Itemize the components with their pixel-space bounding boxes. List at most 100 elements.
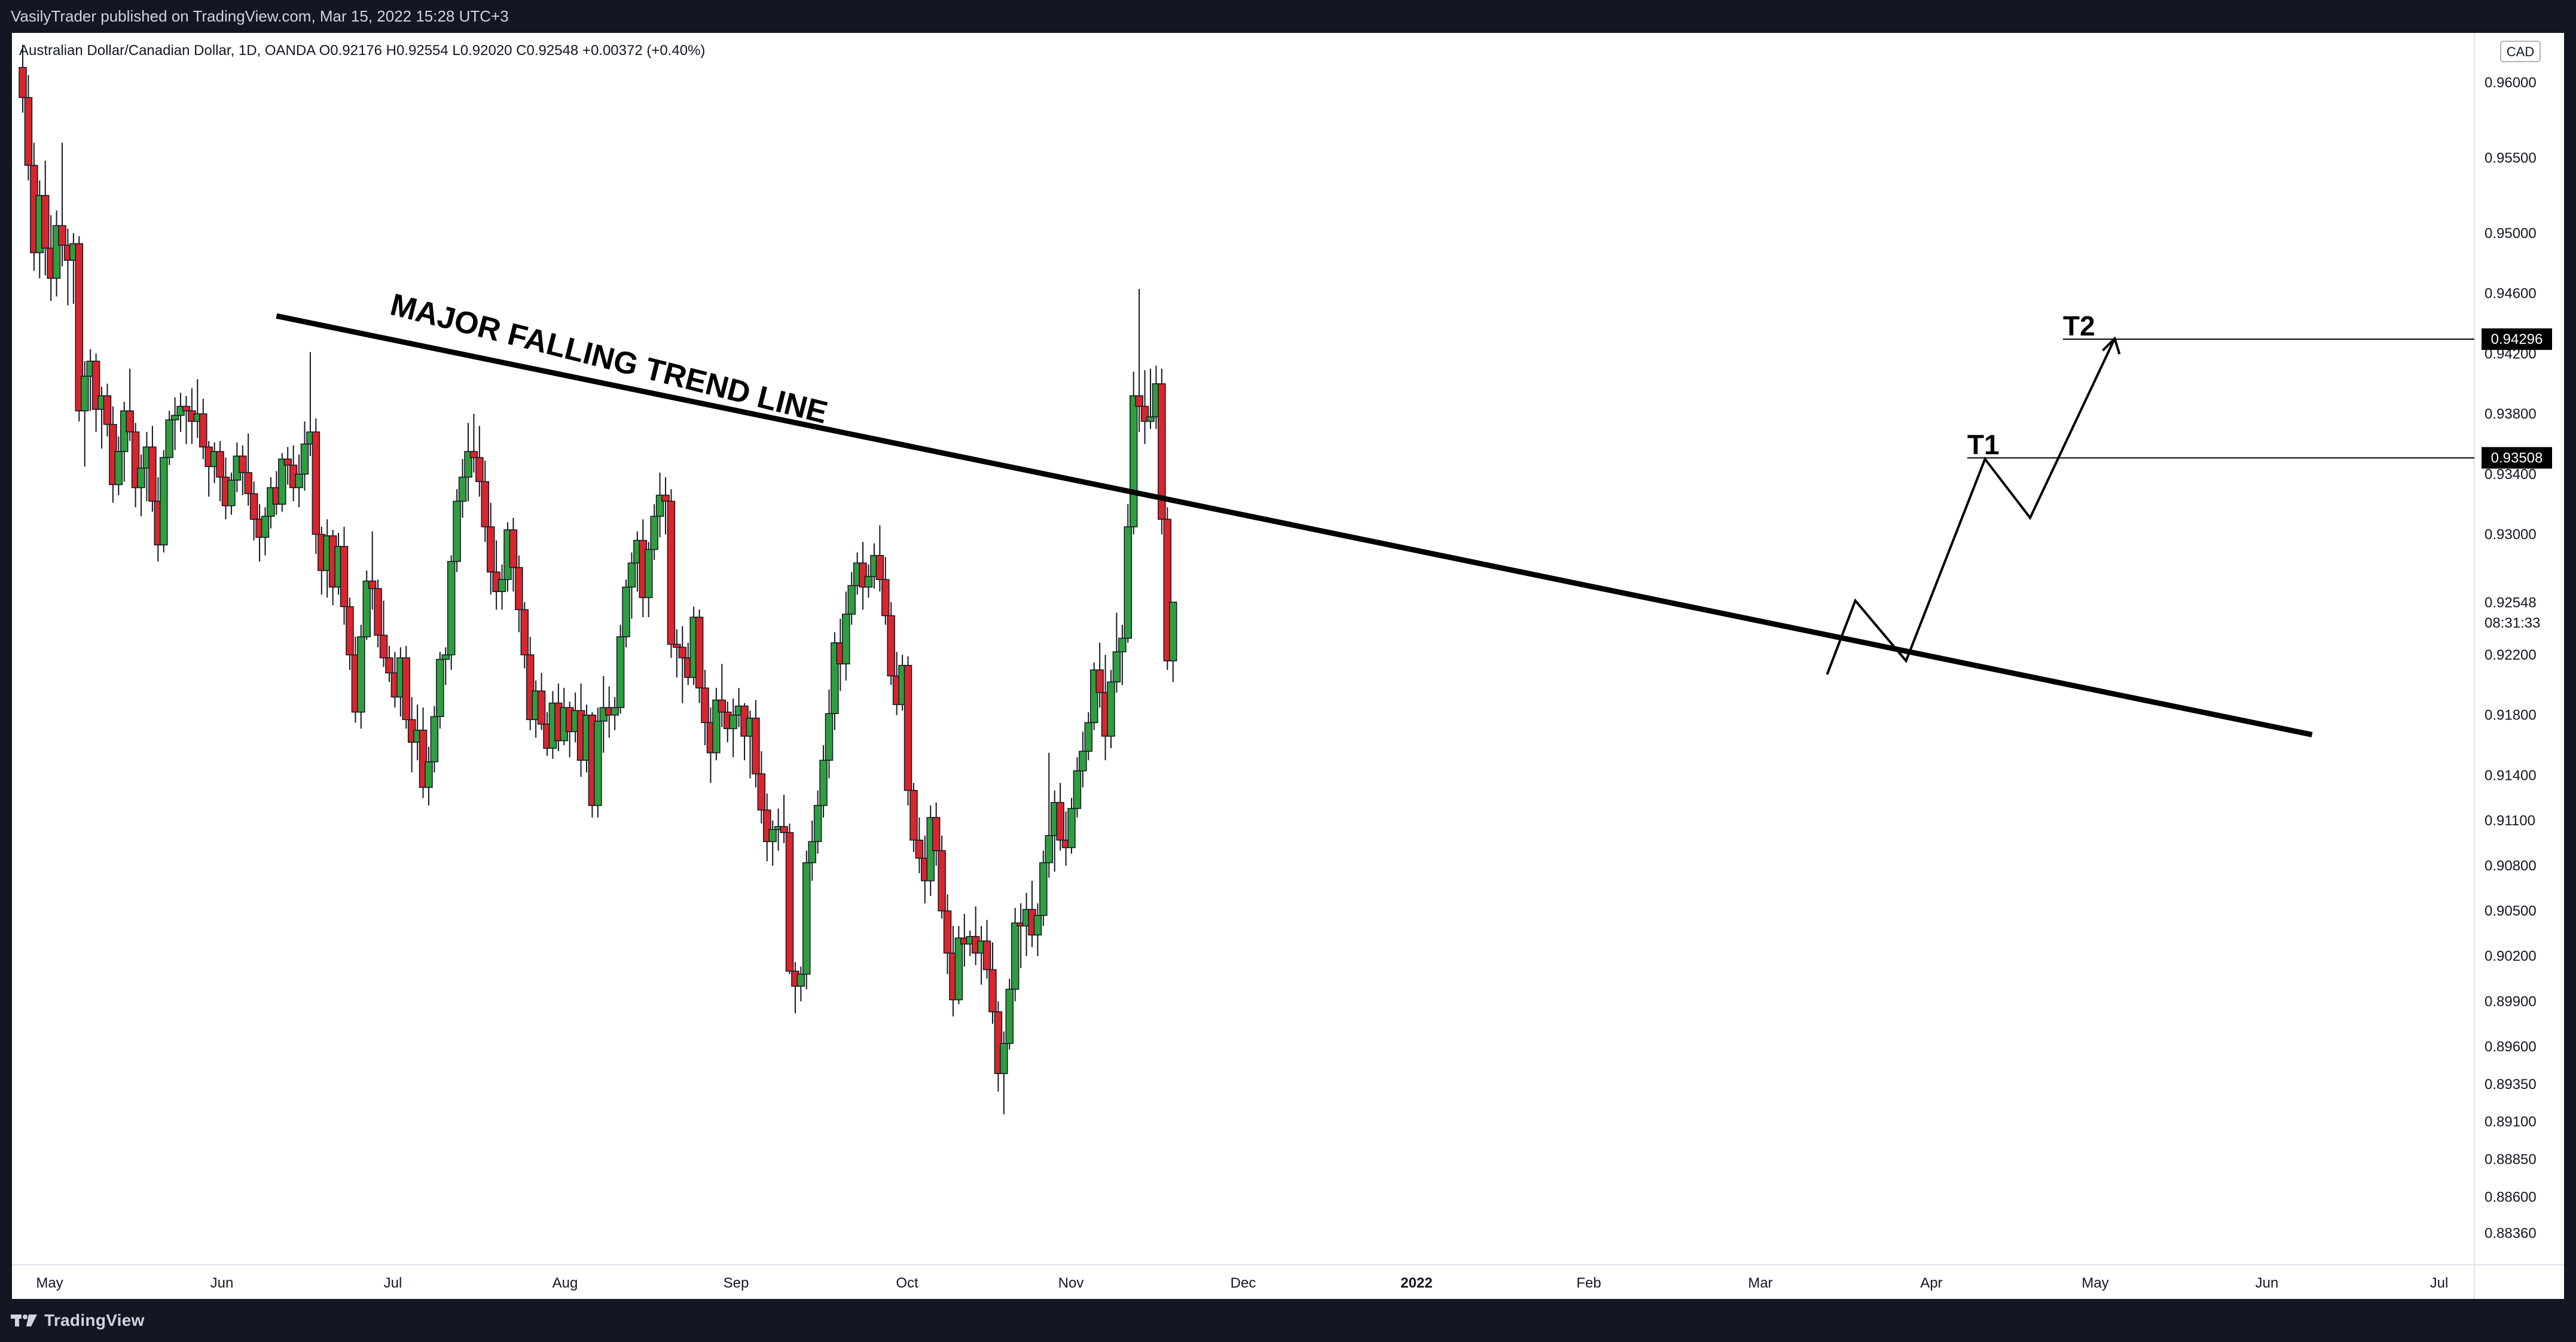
candle-body	[915, 840, 924, 859]
currency-label: CAD	[2507, 44, 2534, 59]
y-tick-label: 0.88600	[2485, 1190, 2537, 1206]
projection-arrowhead	[2102, 336, 2121, 355]
price-badges: 0.94296 0.93508 0.92548 08:31:33	[2478, 328, 2559, 635]
currency-box[interactable]	[2500, 41, 2541, 62]
candle-body	[729, 714, 737, 730]
price-badge-label: 0.94296	[2491, 331, 2543, 347]
candle-body	[1095, 669, 1104, 693]
x-tick-label: Nov	[1058, 1275, 1084, 1291]
candle-body	[346, 606, 354, 655]
y-tick-label: 0.96000	[2485, 75, 2537, 91]
candle-body	[1158, 383, 1166, 520]
candle-body	[594, 721, 602, 806]
chart-area[interactable]: Australian Dollar/Canadian Dollar, 1D, O…	[12, 33, 2564, 1299]
candle-body	[75, 243, 84, 411]
candle-body	[667, 501, 676, 645]
candle-body	[780, 826, 788, 833]
candle-body	[768, 829, 777, 843]
candle-body	[165, 419, 173, 458]
candle-body	[475, 457, 484, 483]
candle-body	[1084, 722, 1093, 752]
y-tick-label: 0.90200	[2485, 948, 2537, 965]
candle-body	[374, 588, 382, 636]
x-tick-label: May	[2081, 1275, 2108, 1291]
candle-body	[1011, 922, 1020, 990]
price-chart[interactable]: Australian Dollar/Canadian Dollar, 1D, O…	[12, 33, 2564, 1299]
candle-body	[425, 761, 433, 788]
x-tick-label: Jun	[210, 1275, 234, 1291]
footer: TradingView	[0, 1299, 2576, 1342]
candle-body	[509, 529, 518, 568]
candle-body	[520, 609, 529, 655]
candle-body	[1067, 808, 1076, 849]
candle-body	[954, 937, 963, 1001]
y-tick-label: 0.89900	[2485, 993, 2537, 1009]
published-header: VasilyTrader published on TradingView.co…	[0, 0, 2576, 33]
y-tick-label: 0.89100	[2485, 1114, 2537, 1130]
price-badge-box	[2482, 447, 2552, 469]
candle-body	[1118, 638, 1127, 652]
trend-line-label: MAJOR FALLING TREND LINE	[387, 287, 831, 431]
candle-body	[486, 526, 495, 573]
candle-body	[701, 687, 709, 724]
candle-body	[825, 713, 834, 761]
last-price-label: 0.92548	[2485, 594, 2537, 611]
candle-body	[160, 457, 168, 545]
candle-body	[300, 443, 309, 475]
candle-body	[808, 841, 816, 864]
candle-body	[627, 562, 636, 588]
candle-body	[283, 458, 292, 466]
candle-body	[458, 477, 467, 502]
y-tick-label: 0.89600	[2485, 1039, 2537, 1055]
y-tick-label: 0.90800	[2485, 858, 2537, 874]
candle-body	[904, 664, 912, 791]
x-tick-label: Sep	[724, 1275, 749, 1291]
candle-body	[1146, 416, 1155, 422]
tradingview-logo-icon	[11, 1313, 37, 1328]
candle-body	[650, 516, 658, 550]
y-tick-label: 0.94600	[2485, 286, 2537, 302]
price-badge-box	[2482, 328, 2552, 350]
candle-body	[80, 376, 89, 411]
candle-body	[616, 636, 625, 708]
candle-body	[802, 862, 811, 975]
y-tick-label: 0.89350	[2485, 1076, 2537, 1093]
y-tick-label: 0.95500	[2485, 150, 2537, 166]
y-tick-label: 0.91100	[2485, 813, 2535, 829]
candle-body	[261, 516, 270, 538]
candle-body	[114, 451, 123, 486]
candle-body	[441, 654, 450, 660]
candle-body	[227, 480, 236, 507]
candle-body	[41, 195, 50, 249]
candle-body	[19, 67, 27, 98]
projection-path	[1826, 338, 2116, 675]
candle-body	[622, 586, 630, 638]
candle-body	[447, 561, 456, 655]
candle-body	[932, 817, 941, 852]
candle-body	[170, 414, 179, 420]
candle-body	[757, 773, 766, 811]
candle-body	[537, 690, 546, 725]
price-badge-label: 0.93508	[2491, 450, 2543, 466]
target-label: T2	[2063, 310, 2095, 341]
candle-body	[1045, 835, 1054, 864]
candle-body	[436, 658, 444, 718]
candle-body	[239, 455, 247, 474]
candle-body	[887, 615, 895, 677]
candle-body	[752, 718, 760, 774]
x-tick-label: Jul	[2430, 1275, 2449, 1291]
y-tick-label: 0.88850	[2485, 1152, 2537, 1168]
candle-body	[1112, 651, 1121, 683]
candle-body	[1124, 526, 1133, 639]
candle-body	[785, 832, 794, 972]
candle-body	[1005, 989, 1014, 1044]
candle-body	[1073, 770, 1082, 809]
candle-body	[1129, 395, 1138, 527]
candle-body	[611, 707, 619, 716]
candle-body	[678, 646, 687, 658]
countdown-label: 08:31:33	[2485, 615, 2540, 631]
candle-body	[661, 495, 670, 502]
y-tick-label: 0.93800	[2485, 406, 2537, 422]
candle-body	[58, 225, 66, 246]
candle-body	[126, 410, 134, 433]
